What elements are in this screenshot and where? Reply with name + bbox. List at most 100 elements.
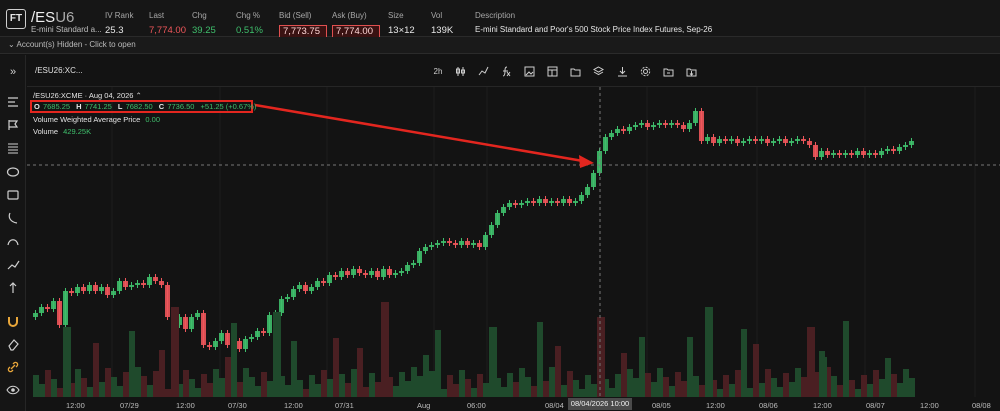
candle-body <box>369 271 374 275</box>
volume-bar <box>201 374 207 397</box>
candle-body <box>849 153 854 155</box>
candle-body <box>753 139 758 141</box>
x-tick: 12:00 <box>813 401 832 410</box>
high-label: H <box>76 102 82 111</box>
volume-bar <box>207 383 213 397</box>
volume-bar <box>45 370 51 397</box>
candle-body <box>651 125 656 127</box>
candle-body <box>165 285 170 317</box>
candle-body <box>693 111 698 123</box>
volume-bar <box>147 385 153 397</box>
volume-bar <box>621 353 627 397</box>
eraser-icon[interactable] <box>6 337 20 351</box>
link-icon[interactable] <box>6 360 20 374</box>
candle-body <box>315 281 320 287</box>
folder-icon[interactable] <box>570 66 581 77</box>
candle-body <box>159 281 164 285</box>
chart-panel[interactable]: /ESU26:XC... 2h /ESU26:XCME · Aug 04, 20… <box>27 55 1000 411</box>
gear-icon[interactable] <box>640 66 651 77</box>
candle-body <box>627 127 632 131</box>
volume-spike <box>705 307 713 397</box>
candle-body <box>861 151 866 155</box>
volume-bar <box>825 367 831 397</box>
volume-bar <box>87 387 93 397</box>
candles-icon[interactable] <box>455 66 466 77</box>
vwap-legend: Volume Weighted Average Price 0.00 <box>33 115 160 124</box>
interval-selector[interactable]: 2h <box>433 67 443 76</box>
candle-body <box>153 277 158 281</box>
volume-bar <box>675 372 681 397</box>
candle-body <box>537 199 542 203</box>
candle-body <box>687 123 692 129</box>
volume-bar <box>777 387 783 397</box>
volume-bar <box>129 331 135 397</box>
ask-field: Ask (Buy) 7,774.00 <box>332 11 380 38</box>
candle-body <box>603 137 608 151</box>
volume-bar <box>591 384 597 397</box>
horizontal-lines-icon[interactable] <box>6 95 20 109</box>
candle-body <box>459 241 464 245</box>
candle-body <box>261 331 266 333</box>
ellipse-icon[interactable] <box>6 165 20 179</box>
volume-bar <box>333 338 339 397</box>
image-icon[interactable] <box>524 66 535 77</box>
candle-body <box>645 123 650 127</box>
volume-bar <box>81 378 87 397</box>
price-chart[interactable] <box>27 55 1000 411</box>
candle-body <box>813 145 818 157</box>
candle-body <box>783 139 788 143</box>
volume-bar <box>483 383 489 397</box>
eye-icon[interactable] <box>6 383 20 397</box>
candle-body <box>453 243 458 245</box>
candle-body <box>81 287 86 291</box>
flag-icon[interactable] <box>6 118 20 132</box>
candle-body <box>573 201 578 203</box>
account-bar-label: Account(s) Hidden - Click to open <box>16 40 136 49</box>
candle-body <box>117 281 122 291</box>
candle-body <box>825 151 830 155</box>
indicator-line-icon[interactable] <box>478 66 489 77</box>
volume-bar <box>411 367 417 397</box>
app-logo[interactable]: FT <box>6 9 26 29</box>
x-tick: 07/29 <box>120 401 139 410</box>
candle-body <box>135 283 140 285</box>
candle-body <box>903 145 908 147</box>
folder-out-icon[interactable] <box>663 66 674 77</box>
volume-bar <box>285 385 291 397</box>
volume-bar <box>243 368 249 397</box>
candle-body <box>393 273 398 275</box>
candle-body <box>501 207 506 213</box>
volume-bar <box>513 382 519 397</box>
chart-symbol-tab[interactable]: /ESU26:XC... <box>35 66 83 75</box>
trend-line-icon[interactable] <box>6 258 20 272</box>
candle-body <box>45 307 50 309</box>
arc-icon[interactable] <box>6 211 20 225</box>
volume-bar <box>117 386 123 397</box>
list-icon[interactable] <box>6 141 20 155</box>
rectangle-icon[interactable] <box>6 188 20 202</box>
layout-icon[interactable] <box>547 66 558 77</box>
volume-spike <box>381 302 389 397</box>
volume-bar <box>105 368 111 397</box>
candle-body <box>705 137 710 141</box>
candle-body <box>69 291 74 293</box>
magnet-icon[interactable] <box>6 314 20 328</box>
candle-body <box>843 153 848 155</box>
curve-icon[interactable] <box>6 234 20 248</box>
download-icon[interactable] <box>617 66 628 77</box>
symbol-description: E-mini Standard a... <box>31 25 102 34</box>
symbol-title[interactable]: /ESU6 <box>31 9 74 26</box>
fx-icon[interactable] <box>501 66 512 77</box>
expand-toolbar-button[interactable]: » <box>9 66 17 78</box>
folder-in-icon[interactable] <box>686 66 697 77</box>
account-bar[interactable]: ⌄ Account(s) Hidden - Click to open <box>0 37 1000 54</box>
candle-body <box>63 291 68 325</box>
volume-bar <box>561 385 567 397</box>
candle-body <box>579 195 584 201</box>
volume-bar <box>639 337 645 397</box>
layers-icon[interactable] <box>592 66 605 77</box>
arrow-up-icon[interactable] <box>6 281 20 295</box>
volume-spike <box>273 312 281 397</box>
chevron-down-icon: ⌄ <box>8 40 15 49</box>
volume-bar <box>585 375 591 397</box>
